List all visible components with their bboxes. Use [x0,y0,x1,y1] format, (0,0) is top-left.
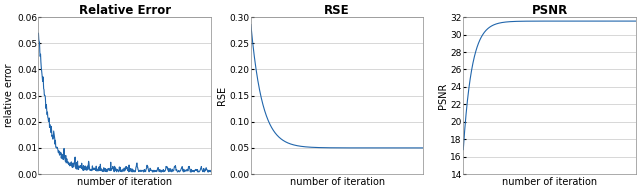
Title: PSNR: PSNR [531,4,568,17]
Y-axis label: relative error: relative error [4,64,14,127]
X-axis label: number of iteration: number of iteration [502,177,597,187]
Title: RSE: RSE [324,4,350,17]
Y-axis label: PSNR: PSNR [438,83,447,109]
X-axis label: number of iteration: number of iteration [77,177,172,187]
Y-axis label: RSE: RSE [216,86,227,105]
X-axis label: number of iteration: number of iteration [289,177,385,187]
Title: Relative Error: Relative Error [79,4,171,17]
